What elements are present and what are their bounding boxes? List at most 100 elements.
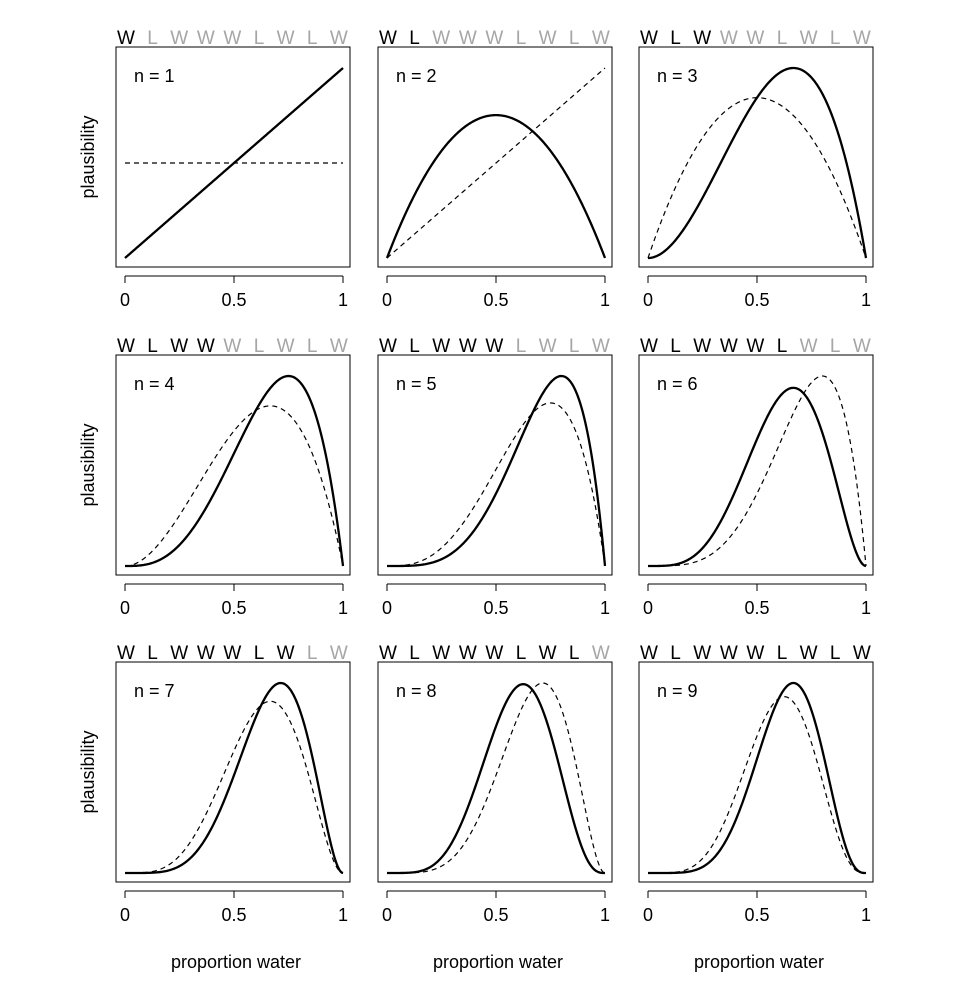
chart-panel-3: W L W W W L W L Wn = 30 0.5 1 — [638, 28, 874, 310]
panel-label: n = 1 — [134, 66, 175, 86]
plot-frame — [115, 46, 351, 268]
y-axis-label: plausibility — [78, 115, 98, 198]
sequence-letter: W — [746, 28, 764, 49]
x-tick-label: 0 — [120, 905, 130, 925]
sequence-letter: W — [592, 643, 610, 664]
sequence-letter: W — [539, 643, 557, 664]
x-tick-label: 0.5 — [221, 905, 246, 925]
x-tick-label: 0 — [382, 905, 392, 925]
sequence-letter: W — [277, 643, 295, 664]
sequence-letter: W — [720, 643, 738, 664]
sequence-letter: W — [223, 336, 241, 357]
sequence-letter: W — [640, 336, 658, 357]
sequence-letter: L — [147, 643, 158, 664]
sequence-letter: W — [379, 28, 397, 49]
sequence-letter: W — [277, 28, 295, 49]
sequence-letter: W — [485, 336, 503, 357]
panel-label: n = 3 — [657, 66, 698, 86]
sequence-letter: W — [432, 643, 450, 664]
sequence-letter: W — [330, 28, 348, 49]
x-tick-label: 0.5 — [483, 290, 508, 310]
x-tick-label: 1 — [338, 290, 348, 310]
sequence-letter: W — [485, 643, 503, 664]
sequence-letter: L — [830, 28, 841, 49]
plot-frame — [638, 661, 874, 883]
x-tick-label: 0.5 — [744, 598, 769, 618]
x-tick-label: 1 — [600, 290, 610, 310]
sequence-letter: L — [254, 336, 265, 357]
sequence-letter: L — [254, 28, 265, 49]
x-tick-label: 1 — [600, 905, 610, 925]
sequence-letter: W — [459, 336, 477, 357]
sequence-letter: W — [170, 28, 188, 49]
plot-frame — [377, 354, 613, 576]
sequence-letter: L — [307, 336, 318, 357]
sequence-letter: W — [720, 28, 738, 49]
posterior-curve — [125, 374, 345, 568]
sequence-letter: L — [670, 336, 681, 357]
plot-frame — [638, 46, 874, 268]
prior-curve — [648, 696, 866, 874]
sequence-letter: W — [330, 336, 348, 357]
x-axis: 0 0.5 1 — [120, 275, 348, 310]
prior-curve — [125, 700, 344, 874]
sequence-letter: L — [254, 643, 265, 664]
x-tick-label: 1 — [600, 598, 610, 618]
sequence-letter: W — [459, 643, 477, 664]
x-tick-label: 0 — [643, 598, 653, 618]
sequence-letter: W — [853, 336, 871, 357]
sequence-letter: W — [800, 336, 818, 357]
x-tick-label: 0.5 — [221, 290, 246, 310]
x-axis: 0 0.5 1 — [382, 583, 610, 618]
x-tick-label: 0 — [643, 905, 653, 925]
sequence-letter: L — [777, 28, 788, 49]
x-tick-label: 0.5 — [744, 290, 769, 310]
posterior-curve — [387, 374, 607, 568]
prior-curve — [124, 405, 344, 567]
posterior-curve — [648, 386, 867, 568]
sequence-letter: W — [693, 643, 711, 664]
sequence-letter: L — [670, 28, 681, 49]
sequence-letter: W — [592, 28, 610, 49]
posterior-curve — [387, 682, 605, 875]
x-tick-label: 1 — [338, 598, 348, 618]
sequence-letter: W — [746, 643, 764, 664]
sequence-letter: W — [197, 336, 215, 357]
sequence-letter: L — [516, 643, 527, 664]
sequence-letter: W — [853, 643, 871, 664]
x-tick-label: 0 — [643, 290, 653, 310]
sequence-letter: W — [459, 28, 477, 49]
plot-frame — [638, 354, 874, 576]
sequence-letter: L — [409, 643, 420, 664]
chart-panel-7: W L W W W L W L Wn = 70 0.5 1plausibilityproportio… — [78, 643, 351, 972]
sequence-letter: W — [693, 336, 711, 357]
sequence-letter: W — [223, 643, 241, 664]
sequence-letter: L — [670, 643, 681, 664]
x-tick-label: 1 — [861, 905, 871, 925]
x-axis: 0 0.5 1 — [382, 275, 610, 310]
sequence-letter: W — [539, 28, 557, 49]
panel-label: n = 4 — [134, 374, 175, 394]
sequence-letter: L — [777, 336, 788, 357]
x-tick-label: 1 — [861, 598, 871, 618]
sequence-letter: W — [720, 336, 738, 357]
x-axis-label: proportion water — [433, 952, 563, 972]
x-tick-label: 0.5 — [744, 905, 769, 925]
sequence-letter: L — [409, 28, 420, 49]
x-tick-label: 0 — [120, 290, 130, 310]
panel-label: n = 9 — [657, 681, 698, 701]
plot-frame — [115, 661, 351, 883]
sequence-letter: L — [147, 336, 158, 357]
sequence-letter: W — [485, 28, 503, 49]
sequence-letter: W — [432, 28, 450, 49]
sequence-letter: W — [379, 643, 397, 664]
panel-label: n = 5 — [396, 374, 437, 394]
